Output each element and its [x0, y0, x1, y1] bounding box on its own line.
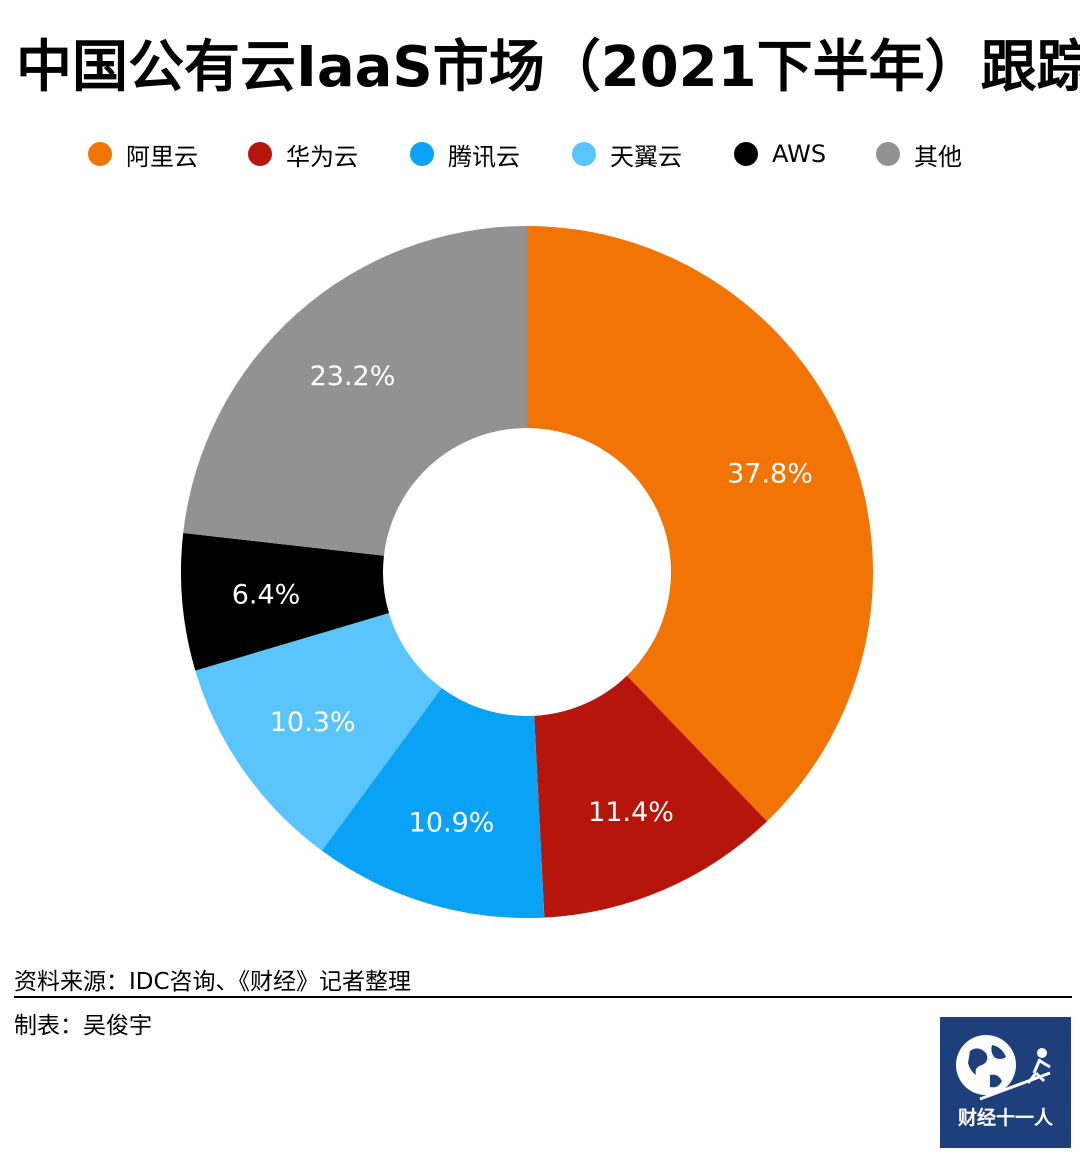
legend-item: 华为云: [248, 136, 358, 172]
legend-swatch: [88, 142, 112, 166]
source-note: 资料来源：IDC咨询、《财经》记者整理: [14, 969, 412, 995]
donut-slice: [321, 687, 545, 918]
legend-label: 腾讯云: [448, 142, 520, 171]
slice-label: 23.2%: [310, 361, 396, 392]
legend-label: AWS: [772, 140, 827, 168]
legend-label: 天翼云: [610, 142, 682, 171]
donut-chart: 37.8% 11.4% 10.9% 10.3% 6.4% 23.2%: [180, 226, 874, 918]
footer-divider: [14, 996, 1072, 998]
legend-item: 天翼云: [572, 136, 682, 172]
slice-label: 6.4%: [232, 580, 301, 611]
chart-legend: 阿里云 华为云 腾讯云 天翼云 AWS 其他: [88, 136, 1048, 172]
legend-item: 阿里云: [88, 136, 198, 172]
slice-label: 37.8%: [727, 459, 813, 490]
slice-label: 11.4%: [588, 797, 674, 828]
legend-item: AWS: [734, 136, 826, 172]
globe-icon: [956, 1035, 1051, 1101]
publisher-logo: 财经十一人: [940, 1017, 1071, 1148]
legend-item: 其他: [876, 136, 962, 172]
donut-slice: [183, 226, 527, 556]
donut-slice: [180, 532, 389, 671]
legend-label: 阿里云: [126, 142, 198, 171]
donut-slice: [527, 226, 874, 822]
slice-label: 10.3%: [270, 707, 356, 738]
legend-label: 华为云: [286, 142, 358, 171]
legend-swatch: [410, 142, 434, 166]
legend-swatch: [248, 142, 272, 166]
legend-swatch: [734, 142, 758, 166]
slice-label: 10.9%: [409, 807, 495, 838]
maker-note: 制表：吴俊宇: [14, 1013, 152, 1039]
legend-label: 其他: [914, 142, 962, 171]
chart-title: 中国公有云IaaS市场（2021下半年）跟踪: [16, 35, 1080, 100]
donut-slice: [195, 613, 442, 851]
logo-text: 财经十一人: [957, 1107, 1053, 1129]
legend-swatch: [876, 142, 900, 166]
donut-slice: [534, 675, 768, 918]
legend-item: 腾讯云: [410, 136, 520, 172]
legend-swatch: [572, 142, 596, 166]
